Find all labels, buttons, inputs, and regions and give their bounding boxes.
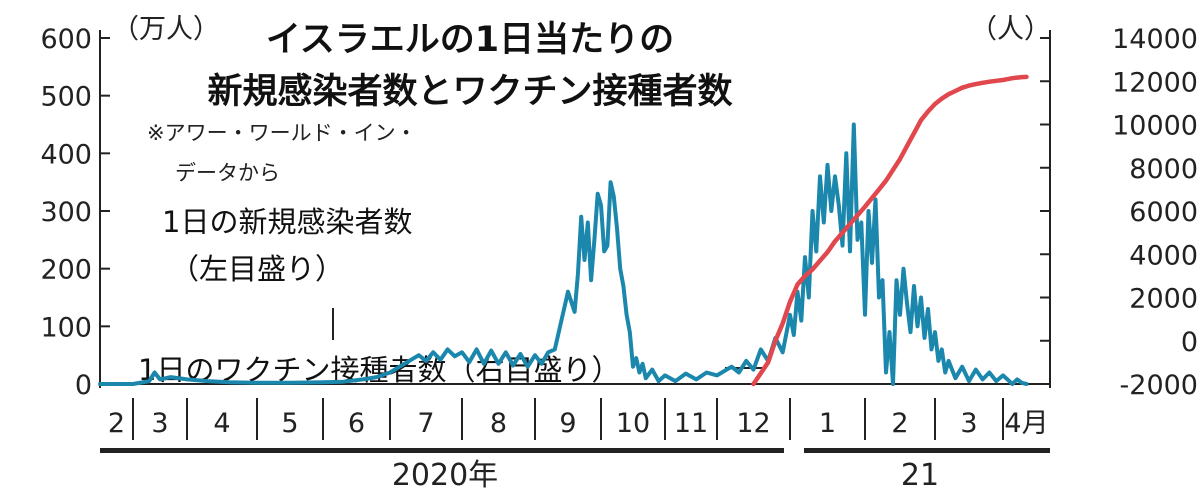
year-label: 21 xyxy=(901,458,939,493)
vaccination-series-line xyxy=(751,74,1029,387)
axes-layer: 6005004003002001000140001200010000800060… xyxy=(40,24,1198,493)
month-label: 12 xyxy=(736,408,770,439)
right-tick-label: -2000 xyxy=(1120,370,1198,401)
source-note-line-2: データから xyxy=(175,161,280,185)
year-bar-2020 xyxy=(100,448,784,453)
left-axis-unit: （万人） xyxy=(112,14,220,45)
left-tick-label: 400 xyxy=(40,139,92,170)
series-layer xyxy=(98,74,1029,387)
source-note-line-1: ※アワー・ワールド・イン・ xyxy=(147,121,417,145)
month-label: 3 xyxy=(151,408,168,439)
chart-title-line-2: 新規感染者数とワクチン接種者数 xyxy=(207,72,732,112)
month-label: 11 xyxy=(674,408,708,439)
infections-series-axis-note: （左目盛り） xyxy=(170,252,344,286)
left-tick-label: 0 xyxy=(75,370,92,401)
left-tick-label: 500 xyxy=(40,82,92,113)
right-tick-label: 14000 xyxy=(1112,24,1198,55)
right-tick-label: 2000 xyxy=(1129,284,1198,315)
month-label: 2 xyxy=(108,408,125,439)
month-label: 9 xyxy=(559,408,576,439)
left-tick-label: 300 xyxy=(40,197,92,228)
right-tick-label: 6000 xyxy=(1129,197,1198,228)
month-label: 8 xyxy=(490,408,507,439)
month-label: 3 xyxy=(960,408,977,439)
chart-title-line-1: イスラエルの1日当たりの xyxy=(266,20,674,60)
right-axis-unit: （人） xyxy=(970,14,1051,45)
right-tick-label: 8000 xyxy=(1129,154,1198,185)
left-tick-label: 200 xyxy=(40,255,92,286)
month-label: 2 xyxy=(891,408,908,439)
year-label: 2020年 xyxy=(392,458,498,493)
month-label: 4月 xyxy=(1004,408,1048,439)
month-label: 7 xyxy=(417,408,434,439)
month-label: 6 xyxy=(348,408,365,439)
right-tick-label: 4000 xyxy=(1129,240,1198,271)
right-tick-label: 12000 xyxy=(1112,67,1198,98)
infections-series-label: 1日の新規感染者数 xyxy=(162,205,412,239)
infections-series-line xyxy=(98,122,1029,386)
month-label: 1 xyxy=(819,408,836,439)
month-label: 10 xyxy=(616,408,650,439)
left-tick-label: 600 xyxy=(40,24,92,55)
right-tick-label: 0 xyxy=(1181,327,1198,358)
month-label: 4 xyxy=(213,408,230,439)
right-tick-label: 10000 xyxy=(1112,111,1198,142)
left-tick-label: 100 xyxy=(40,312,92,343)
year-bar-2021 xyxy=(804,448,1050,453)
month-label: 5 xyxy=(281,408,298,439)
